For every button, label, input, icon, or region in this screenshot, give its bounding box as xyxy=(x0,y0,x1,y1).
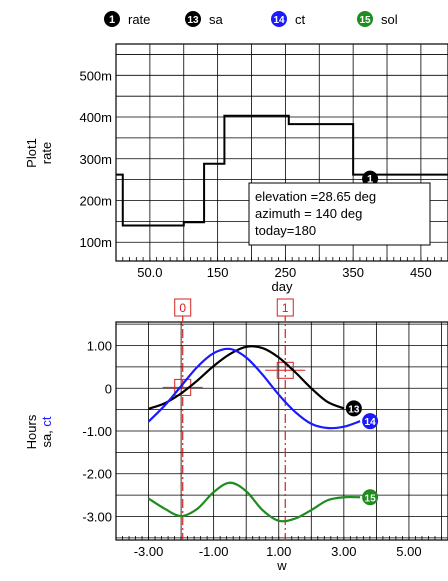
annotation-line: azimuth = 140 deg xyxy=(255,206,362,221)
y-axis-label-line1: Hours xyxy=(24,414,39,449)
sol-series-marker-number: 15 xyxy=(365,493,377,504)
x-tick-label: 3.00 xyxy=(331,544,356,559)
x-axis-label: day xyxy=(272,279,293,294)
ct-series-marker: 14 xyxy=(362,413,378,429)
legend-badge-rate: 1 xyxy=(104,11,120,27)
y-axis-label-line1: Plot1 xyxy=(24,138,39,168)
legend-badge-sa-number: 13 xyxy=(187,15,199,26)
grid xyxy=(116,322,448,540)
y-tick-label: 0 xyxy=(105,381,112,396)
annotation-line: elevation =28.65 deg xyxy=(255,189,376,204)
legend-label-rate: rate xyxy=(128,12,150,27)
legend-badge-ct: 14 xyxy=(271,11,287,27)
legend-label-sol: sol xyxy=(381,12,398,27)
y-tick-label: 400m xyxy=(79,110,112,125)
y-tick-label: 500m xyxy=(79,68,112,83)
sa-series-marker-number: 13 xyxy=(348,404,360,415)
cursor-0[interactable]: 0 xyxy=(163,299,203,540)
ct-series-marker-number: 14 xyxy=(365,417,377,428)
y-tick-label: -3.00 xyxy=(82,509,112,524)
y-tick-label: 300m xyxy=(79,152,112,167)
x-tick-label: 350 xyxy=(342,265,364,280)
cursor-label: 1 xyxy=(282,301,289,315)
y-tick-label: -2.00 xyxy=(82,467,112,482)
x-tick-label: 1.00 xyxy=(266,544,291,559)
legend-badge-rate-number: 1 xyxy=(109,14,115,26)
y-axis-label-line2: sa, ct xyxy=(39,416,54,447)
y-tick-label: 200m xyxy=(79,193,112,208)
annotation-line: today=180 xyxy=(255,223,316,238)
legend-label-sa: sa xyxy=(209,12,224,27)
legend: 1 rate 13 sa 14 ct 15 sol xyxy=(104,11,398,27)
x-tick-label: -3.00 xyxy=(134,544,164,559)
x-tick-label: 50.0 xyxy=(137,265,162,280)
y-axis-label-line2: rate xyxy=(39,142,54,164)
x-tick-label: -1.00 xyxy=(199,544,229,559)
top-plot[interactable]: 50.0 150 250 350 450 100m 200m 300m 400m 500m day P… xyxy=(24,44,448,294)
x-tick-label: 450 xyxy=(410,265,432,280)
cursor-label: 0 xyxy=(179,301,186,315)
legend-badge-sol: 15 xyxy=(357,11,373,27)
x-tick-label: 5.00 xyxy=(396,544,421,559)
legend-badge-sol-number: 15 xyxy=(359,15,371,26)
legend-badge-ct-number: 14 xyxy=(273,15,285,26)
x-tick-label: 250 xyxy=(275,265,297,280)
annotation-box: elevation =28.65 deg azimuth = 140 deg tod… xyxy=(249,183,430,245)
y-tick-label: 1.00 xyxy=(87,339,112,354)
x-axis-label: w xyxy=(276,558,287,573)
y-tick-label: 100m xyxy=(79,235,112,250)
sa-series-marker: 13 xyxy=(346,400,362,416)
y-axis-label: Plot1 rate xyxy=(24,138,54,168)
legend-badge-sa: 13 xyxy=(185,11,201,27)
sol-series-line xyxy=(149,483,361,522)
x-tick-label: 150 xyxy=(207,265,229,280)
y-tick-label: -1.00 xyxy=(82,424,112,439)
sol-series-marker: 15 xyxy=(362,489,378,505)
legend-label-ct: ct xyxy=(295,12,306,27)
y-axis-label: Hours sa, ct xyxy=(24,414,54,449)
cursor-1[interactable]: 1 xyxy=(265,299,305,540)
bottom-plot[interactable]: -3.00 -1.00 1.00 3.00 5.00 1.00 0 -1.00 -2.00 -3.… xyxy=(24,299,448,573)
